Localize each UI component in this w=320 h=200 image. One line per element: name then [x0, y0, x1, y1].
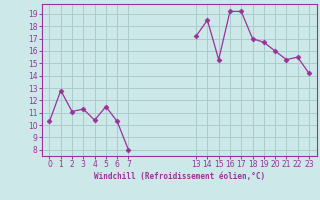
X-axis label: Windchill (Refroidissement éolien,°C): Windchill (Refroidissement éolien,°C) [94, 172, 265, 181]
